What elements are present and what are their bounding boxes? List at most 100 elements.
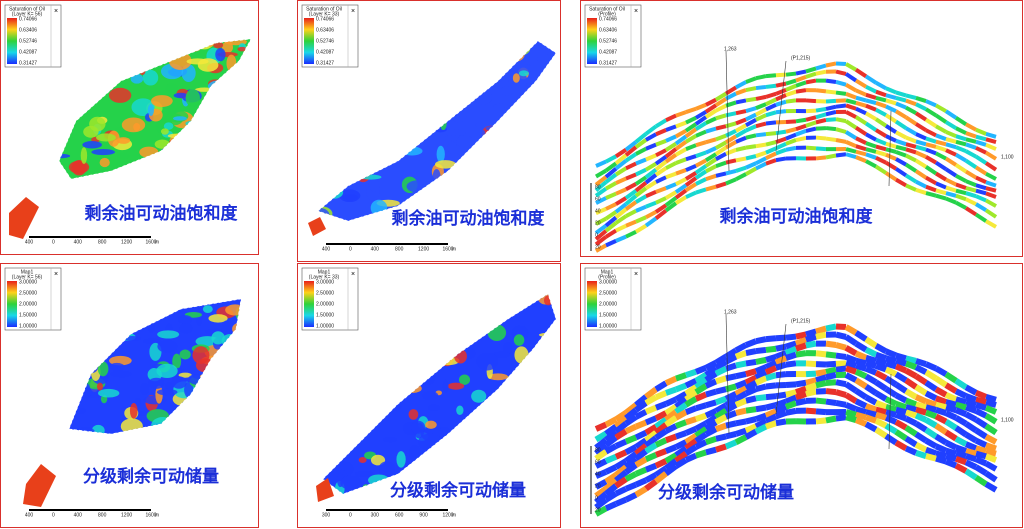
profile-band xyxy=(866,100,876,103)
profile-band xyxy=(756,378,766,383)
profile-band xyxy=(846,327,856,333)
profile-band xyxy=(886,149,896,152)
profile-band xyxy=(906,128,916,134)
profile-band xyxy=(916,134,926,139)
legend-close: × xyxy=(634,271,638,278)
profile-band xyxy=(946,432,956,438)
profile-band xyxy=(856,372,866,377)
profile-band xyxy=(666,437,676,441)
profile-band xyxy=(896,111,906,117)
map-blob xyxy=(362,41,371,52)
map-blob xyxy=(358,138,371,155)
map-blob xyxy=(368,148,379,165)
map-blob xyxy=(192,124,206,136)
profile-band xyxy=(856,353,866,357)
map-blob xyxy=(231,353,242,369)
profile-band xyxy=(916,171,926,178)
map-blob xyxy=(326,375,337,381)
legend-tick: 3.00000 xyxy=(316,279,334,285)
profile-band xyxy=(846,142,856,146)
profile-band xyxy=(636,217,646,221)
map-blob xyxy=(433,300,443,308)
map-blob xyxy=(63,299,79,316)
profile-band xyxy=(786,392,796,395)
profile-band xyxy=(736,345,746,350)
profile-band xyxy=(786,86,796,90)
profile-band xyxy=(956,136,966,139)
profile-band xyxy=(746,108,756,111)
scale-label: 400 xyxy=(322,246,331,252)
legend-tick: 0.63406 xyxy=(316,27,334,33)
profile-band xyxy=(926,450,936,454)
map-blob xyxy=(352,386,361,397)
profile-band xyxy=(886,144,896,147)
profile-band xyxy=(776,144,786,149)
profile-band xyxy=(666,136,676,140)
profile-band xyxy=(746,371,756,374)
map-blob xyxy=(512,154,531,170)
profile-band xyxy=(856,420,866,424)
profile-band xyxy=(766,385,776,386)
legend-close: × xyxy=(351,8,355,15)
map-blob xyxy=(502,176,515,180)
profile-band xyxy=(886,155,896,159)
profile-band xyxy=(816,377,826,380)
map-blob xyxy=(150,54,157,59)
profile-band xyxy=(846,357,856,361)
profile-band xyxy=(876,361,886,364)
profile-band xyxy=(636,489,646,495)
profile-band xyxy=(946,144,956,147)
profile-band xyxy=(716,173,726,175)
profile-band xyxy=(986,182,996,185)
scale-label: 400 xyxy=(74,512,83,518)
map-blob xyxy=(521,299,538,308)
profile-band xyxy=(986,402,996,405)
profile-band xyxy=(896,152,906,156)
legend-colorbar xyxy=(587,18,597,64)
profile-band xyxy=(946,111,956,118)
profile-band xyxy=(966,181,976,185)
profile-band xyxy=(986,473,996,480)
map-blob xyxy=(532,485,538,500)
profile-band xyxy=(906,138,916,142)
profile-band xyxy=(846,337,856,344)
map-blob xyxy=(151,417,174,435)
map-blob xyxy=(188,156,195,172)
map-blob xyxy=(135,319,144,327)
profile-band xyxy=(686,145,696,149)
scale-label: 0 xyxy=(52,512,55,518)
map-blob xyxy=(442,443,450,451)
profile-band xyxy=(796,82,806,85)
legend-tick: 0.42087 xyxy=(19,49,37,55)
profile-band xyxy=(866,386,876,393)
profile-band xyxy=(736,82,746,87)
profile-band xyxy=(956,391,966,396)
map-blob xyxy=(70,304,81,313)
map-blob xyxy=(407,299,421,315)
profile-band xyxy=(856,81,866,87)
profile-band xyxy=(926,441,936,447)
profile-band xyxy=(986,397,996,400)
profile-band xyxy=(796,138,806,140)
profile-band xyxy=(656,150,666,155)
map-blob xyxy=(320,88,338,95)
profile-band xyxy=(926,150,936,154)
map-blob xyxy=(335,165,353,179)
map-blob xyxy=(522,457,535,466)
map-blob xyxy=(226,55,236,72)
profile-band xyxy=(966,133,976,137)
profile-band xyxy=(906,412,916,415)
map-blob xyxy=(316,457,331,469)
map-blob xyxy=(132,292,155,310)
profile-band xyxy=(936,378,946,385)
map-blob xyxy=(491,293,500,306)
profile-band xyxy=(986,153,996,159)
profile-band xyxy=(896,132,906,137)
profile-band xyxy=(896,361,906,364)
profile-band xyxy=(976,167,986,173)
map-blob xyxy=(322,116,336,134)
profile-band xyxy=(926,167,936,174)
scale-label: 800 xyxy=(395,246,404,252)
profile-band xyxy=(736,119,746,123)
profile-band xyxy=(886,136,896,141)
